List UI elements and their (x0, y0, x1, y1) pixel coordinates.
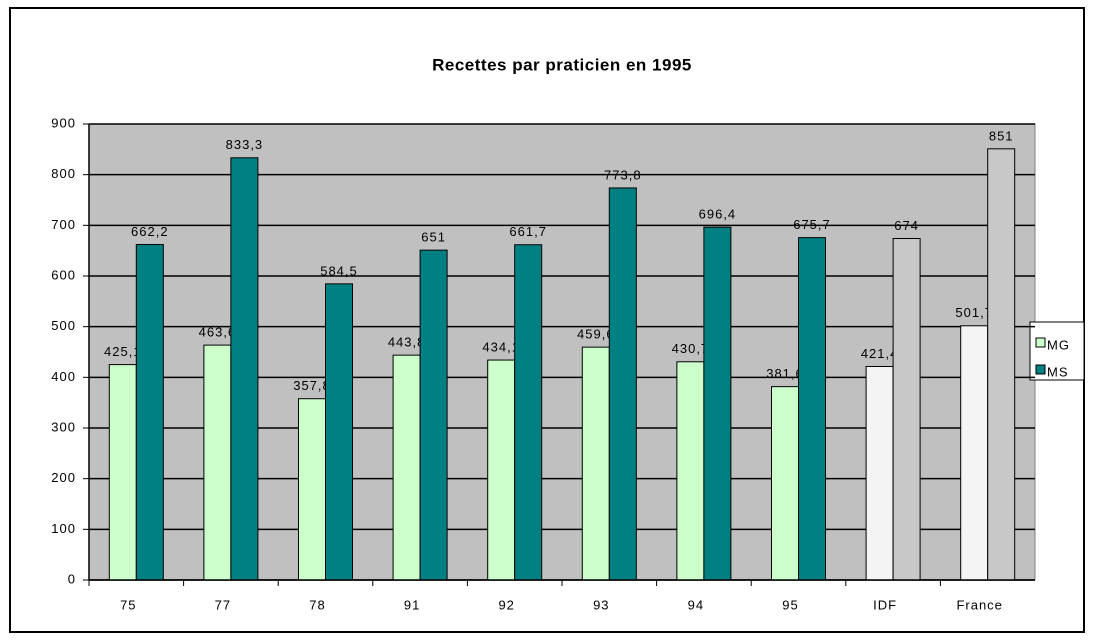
legend-swatch (1035, 364, 1046, 375)
bar (703, 226, 732, 581)
y-tick-label: 500 (51, 318, 76, 333)
data-label: 662,2 (131, 224, 169, 239)
x-tick-label: IDF (873, 597, 897, 612)
y-tick-label: 700 (51, 217, 76, 232)
x-tick-label: 78 (309, 597, 325, 612)
bar (230, 157, 259, 581)
data-label: 434,1 (482, 339, 520, 354)
x-tick-label: France (956, 597, 1002, 612)
data-label: 651 (421, 230, 446, 245)
legend-label: MG (1047, 337, 1070, 352)
bar (419, 249, 448, 581)
legend-label: MS (1047, 364, 1069, 379)
data-label: 661,7 (509, 224, 547, 239)
bar (798, 237, 826, 581)
bar (135, 243, 164, 581)
data-label: 463,6 (199, 325, 237, 340)
data-label: 425,1 (104, 344, 142, 359)
data-label: 675,7 (793, 217, 831, 232)
data-label: 584,5 (320, 263, 358, 278)
x-tick-label: 75 (120, 597, 136, 612)
y-tick-label: 400 (51, 369, 76, 384)
bar (865, 365, 894, 581)
bar (298, 398, 326, 581)
data-label: 851 (989, 128, 1014, 143)
x-tick-label: 94 (688, 597, 704, 612)
bar (203, 344, 232, 581)
bar (608, 187, 637, 581)
x-tick-label: 91 (404, 597, 420, 612)
bar (325, 283, 353, 581)
data-label: 443,8 (388, 335, 426, 350)
bar (514, 244, 543, 581)
data-label: 501,7 (955, 305, 993, 320)
data-label: 421,4 (861, 346, 899, 361)
y-tick-label: 0 (68, 571, 76, 586)
y-tick-label: 600 (51, 267, 76, 282)
bar (392, 354, 421, 581)
bar (892, 238, 921, 581)
data-label: 833,3 (226, 137, 264, 152)
y-tick-label: 300 (51, 419, 76, 434)
data-label: 459,6 (577, 327, 615, 342)
bar (987, 148, 1016, 581)
y-tick-label: 200 (51, 470, 76, 485)
data-label: 357,8 (293, 378, 331, 393)
y-tick-label: 800 (51, 166, 76, 181)
y-tick-label: 900 (51, 115, 76, 130)
bar (676, 361, 705, 581)
x-tick-label: 93 (593, 597, 609, 612)
chart-title: Recettes par praticien en 1995 (432, 55, 692, 74)
x-tick-label: 77 (215, 597, 231, 612)
data-label: 773,8 (604, 167, 642, 182)
data-label: 696,4 (699, 207, 737, 222)
data-label: 674 (894, 218, 919, 233)
x-tick-label: 92 (498, 597, 514, 612)
bar (581, 346, 610, 581)
y-tick-label: 100 (51, 521, 76, 536)
legend-swatch (1035, 337, 1046, 348)
bar (108, 364, 137, 581)
bar (771, 386, 799, 581)
data-label: 430,7 (672, 341, 710, 356)
x-tick-label: 95 (782, 597, 798, 612)
bar (487, 359, 516, 581)
bar (960, 325, 989, 581)
data-label: 381,6 (766, 366, 804, 381)
